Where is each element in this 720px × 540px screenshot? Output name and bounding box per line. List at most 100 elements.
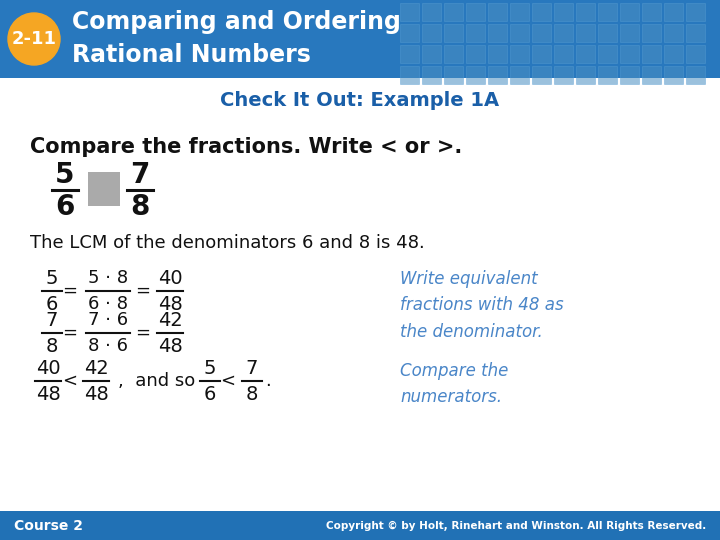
Text: Write equivalent
fractions with 48 as
the denominator.: Write equivalent fractions with 48 as th… bbox=[400, 270, 564, 341]
FancyBboxPatch shape bbox=[620, 66, 639, 84]
Text: 40: 40 bbox=[158, 268, 182, 287]
FancyBboxPatch shape bbox=[510, 66, 529, 84]
FancyBboxPatch shape bbox=[400, 24, 419, 42]
Text: 6 · 8: 6 · 8 bbox=[88, 295, 128, 313]
FancyBboxPatch shape bbox=[598, 66, 617, 84]
FancyBboxPatch shape bbox=[664, 45, 683, 63]
FancyBboxPatch shape bbox=[598, 24, 617, 42]
FancyBboxPatch shape bbox=[642, 66, 661, 84]
FancyBboxPatch shape bbox=[532, 66, 551, 84]
FancyBboxPatch shape bbox=[88, 172, 120, 206]
FancyBboxPatch shape bbox=[554, 66, 573, 84]
Text: 7 · 6: 7 · 6 bbox=[88, 311, 128, 329]
FancyBboxPatch shape bbox=[488, 45, 507, 63]
FancyBboxPatch shape bbox=[554, 45, 573, 63]
FancyBboxPatch shape bbox=[422, 66, 441, 84]
Text: 48: 48 bbox=[35, 384, 60, 403]
FancyBboxPatch shape bbox=[576, 66, 595, 84]
Text: 6: 6 bbox=[204, 384, 216, 403]
FancyBboxPatch shape bbox=[532, 45, 551, 63]
FancyBboxPatch shape bbox=[686, 24, 705, 42]
FancyBboxPatch shape bbox=[466, 3, 485, 21]
FancyBboxPatch shape bbox=[598, 45, 617, 63]
FancyBboxPatch shape bbox=[422, 24, 441, 42]
FancyBboxPatch shape bbox=[642, 45, 661, 63]
FancyBboxPatch shape bbox=[510, 45, 529, 63]
Text: 5: 5 bbox=[46, 268, 58, 287]
FancyBboxPatch shape bbox=[532, 3, 551, 21]
FancyBboxPatch shape bbox=[400, 66, 419, 84]
Text: ,  and so: , and so bbox=[118, 372, 195, 390]
Text: Comparing and Ordering: Comparing and Ordering bbox=[72, 10, 401, 34]
Text: 42: 42 bbox=[158, 310, 182, 329]
FancyBboxPatch shape bbox=[400, 3, 419, 21]
Text: 7: 7 bbox=[130, 161, 150, 189]
FancyBboxPatch shape bbox=[664, 3, 683, 21]
FancyBboxPatch shape bbox=[554, 24, 573, 42]
FancyBboxPatch shape bbox=[532, 24, 551, 42]
FancyBboxPatch shape bbox=[686, 66, 705, 84]
FancyBboxPatch shape bbox=[642, 24, 661, 42]
FancyBboxPatch shape bbox=[576, 45, 595, 63]
FancyBboxPatch shape bbox=[0, 511, 720, 540]
Text: 8: 8 bbox=[130, 193, 150, 221]
FancyBboxPatch shape bbox=[422, 45, 441, 63]
Text: Course 2: Course 2 bbox=[14, 518, 83, 532]
FancyBboxPatch shape bbox=[488, 24, 507, 42]
Text: 48: 48 bbox=[158, 336, 182, 355]
Text: 5 · 8: 5 · 8 bbox=[88, 269, 128, 287]
FancyBboxPatch shape bbox=[400, 45, 419, 63]
Text: 48: 48 bbox=[84, 384, 109, 403]
FancyBboxPatch shape bbox=[488, 3, 507, 21]
FancyBboxPatch shape bbox=[576, 3, 595, 21]
Text: Compare the fractions. Write < or >.: Compare the fractions. Write < or >. bbox=[30, 137, 462, 157]
Text: Compare the
numerators.: Compare the numerators. bbox=[400, 362, 508, 407]
FancyBboxPatch shape bbox=[554, 3, 573, 21]
FancyBboxPatch shape bbox=[664, 66, 683, 84]
FancyBboxPatch shape bbox=[598, 3, 617, 21]
FancyBboxPatch shape bbox=[466, 24, 485, 42]
Text: 40: 40 bbox=[36, 359, 60, 377]
Text: =: = bbox=[63, 324, 78, 342]
Text: The LCM of the denominators 6 and 8 is 48.: The LCM of the denominators 6 and 8 is 4… bbox=[30, 234, 425, 252]
FancyBboxPatch shape bbox=[576, 24, 595, 42]
FancyBboxPatch shape bbox=[620, 3, 639, 21]
FancyBboxPatch shape bbox=[444, 66, 463, 84]
Circle shape bbox=[8, 13, 60, 65]
Text: .: . bbox=[265, 372, 271, 390]
Text: 7: 7 bbox=[246, 359, 258, 377]
FancyBboxPatch shape bbox=[422, 3, 441, 21]
Text: =: = bbox=[135, 324, 150, 342]
FancyBboxPatch shape bbox=[510, 24, 529, 42]
Text: Rational Numbers: Rational Numbers bbox=[72, 43, 311, 67]
Text: 42: 42 bbox=[84, 359, 109, 377]
Text: 5: 5 bbox=[204, 359, 216, 377]
FancyBboxPatch shape bbox=[620, 24, 639, 42]
Text: Check It Out: Example 1A: Check It Out: Example 1A bbox=[220, 91, 500, 110]
Text: 48: 48 bbox=[158, 294, 182, 314]
Text: <: < bbox=[63, 372, 78, 390]
FancyBboxPatch shape bbox=[0, 0, 720, 78]
Text: 8: 8 bbox=[246, 384, 258, 403]
Text: 6: 6 bbox=[55, 193, 75, 221]
FancyBboxPatch shape bbox=[466, 66, 485, 84]
Text: 5: 5 bbox=[55, 161, 75, 189]
FancyBboxPatch shape bbox=[686, 45, 705, 63]
FancyBboxPatch shape bbox=[510, 3, 529, 21]
Text: 2-11: 2-11 bbox=[12, 30, 56, 48]
Text: Copyright © by Holt, Rinehart and Winston. All Rights Reserved.: Copyright © by Holt, Rinehart and Winsto… bbox=[325, 521, 706, 530]
FancyBboxPatch shape bbox=[686, 3, 705, 21]
Text: 6: 6 bbox=[46, 294, 58, 314]
Text: <: < bbox=[220, 372, 235, 390]
Text: 8: 8 bbox=[46, 336, 58, 355]
FancyBboxPatch shape bbox=[444, 3, 463, 21]
FancyBboxPatch shape bbox=[642, 3, 661, 21]
FancyBboxPatch shape bbox=[444, 45, 463, 63]
Text: =: = bbox=[135, 282, 150, 300]
Text: 8 · 6: 8 · 6 bbox=[88, 337, 128, 355]
Text: =: = bbox=[63, 282, 78, 300]
FancyBboxPatch shape bbox=[664, 24, 683, 42]
FancyBboxPatch shape bbox=[444, 24, 463, 42]
FancyBboxPatch shape bbox=[488, 66, 507, 84]
FancyBboxPatch shape bbox=[620, 45, 639, 63]
